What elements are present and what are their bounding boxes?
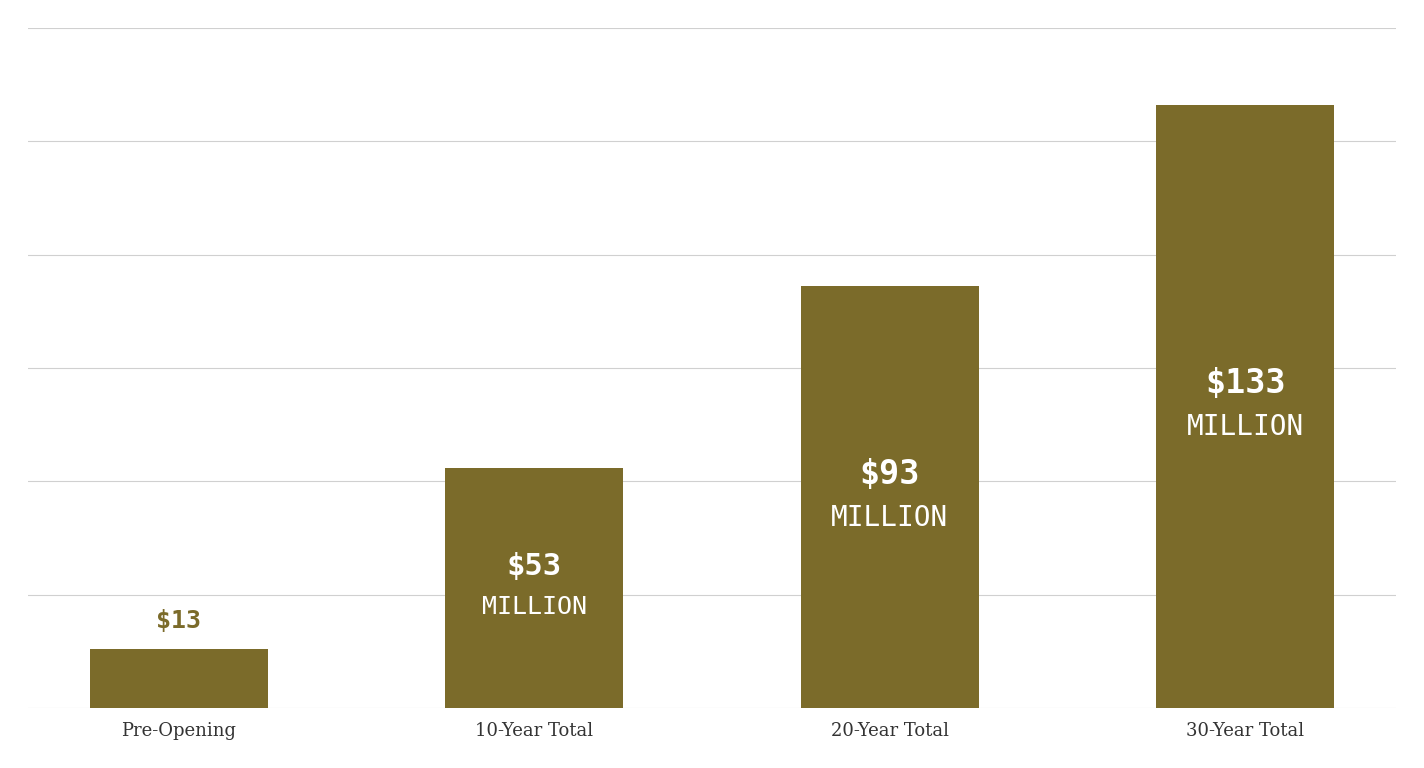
Bar <box>90 650 268 708</box>
Text: $13: $13 <box>157 610 201 634</box>
Text: MILLION: MILLION <box>1186 413 1304 442</box>
Text: $133: $133 <box>1205 367 1286 400</box>
Text: MILLION: MILLION <box>481 595 587 619</box>
Text: MILLION: MILLION <box>138 656 219 675</box>
Text: $53: $53 <box>507 552 562 581</box>
Text: $93: $93 <box>860 458 920 491</box>
Bar <box>1156 105 1334 708</box>
Bar <box>800 286 978 708</box>
Text: MILLION: MILLION <box>832 504 948 532</box>
Bar <box>446 468 624 708</box>
